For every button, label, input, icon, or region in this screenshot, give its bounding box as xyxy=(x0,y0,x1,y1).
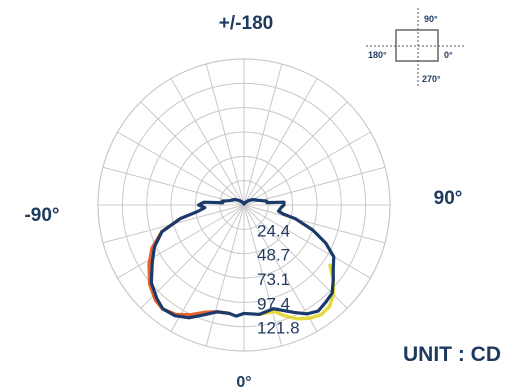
angle-label-right: 90° xyxy=(434,188,463,209)
orientation-key-top: 90° xyxy=(424,14,438,24)
grid-spoke xyxy=(243,63,283,206)
grid-spoke xyxy=(243,204,386,244)
orientation-key-right: 0° xyxy=(444,50,453,60)
grid-spoke xyxy=(243,166,386,206)
grid-spoke xyxy=(117,131,245,206)
angle-label-left: -90° xyxy=(24,205,59,226)
grid-spoke xyxy=(243,204,318,332)
intensity-curves xyxy=(147,197,336,321)
grid-spoke xyxy=(170,78,245,206)
unit-label: UNIT : CD xyxy=(403,343,501,366)
polar-grid xyxy=(97,58,391,352)
ring-value-label: 73.1 xyxy=(257,270,290,289)
orientation-key: 90° 180° 0° 270° xyxy=(366,8,466,88)
ring-labels: 24.4 48.7 73.1 97.4 121.8 xyxy=(257,221,300,337)
grid-spoke xyxy=(243,101,348,206)
ring-value-label: 97.4 xyxy=(257,294,290,313)
ring-value-label: 121.8 xyxy=(257,319,300,338)
grid-spoke xyxy=(243,204,283,347)
grid-spoke xyxy=(102,166,245,206)
grid-spoke xyxy=(243,131,371,206)
orientation-key-left: 180° xyxy=(368,50,387,60)
grid-spoke xyxy=(140,204,245,309)
ring-value-label: 48.7 xyxy=(257,246,290,265)
grid-spoke xyxy=(243,204,348,309)
grid-spoke xyxy=(140,101,245,206)
grid-spoke xyxy=(205,204,245,347)
grid-spoke xyxy=(117,204,245,279)
ring-value-label: 24.4 xyxy=(257,221,290,240)
grid-spoke xyxy=(205,63,245,206)
intensity-curve-series xyxy=(149,197,336,320)
orientation-key-bottom: 270° xyxy=(422,74,441,84)
grid-spoke xyxy=(170,204,245,332)
grid-spoke xyxy=(243,78,318,206)
grid-spoke xyxy=(243,204,371,279)
angle-label-top: +/-180 xyxy=(219,13,273,34)
angle-label-bottom: 0° xyxy=(236,374,251,388)
